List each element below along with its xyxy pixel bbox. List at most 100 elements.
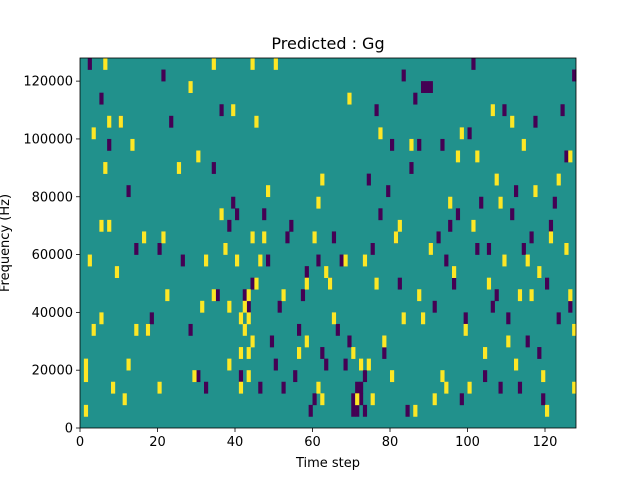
heatmap-cell-low bbox=[343, 358, 348, 371]
heatmap-cell-high bbox=[397, 219, 402, 232]
heatmap-cell-low bbox=[432, 300, 437, 313]
heatmap-cell-high bbox=[568, 150, 573, 163]
heatmap-cell-high bbox=[91, 323, 96, 336]
heatmap-cell-high bbox=[448, 196, 453, 209]
heatmap-cells bbox=[83, 58, 577, 417]
heatmap-cell-low bbox=[382, 347, 387, 359]
heatmap-cell-high bbox=[219, 208, 224, 221]
y-axis: 0 20000 40000 60000 80000 100000 120000 bbox=[23, 75, 80, 437]
heatmap-cell-high bbox=[320, 393, 325, 406]
heatmap-cell-high bbox=[390, 370, 395, 383]
heatmap-cell-high bbox=[192, 370, 197, 383]
plot-frame bbox=[79, 57, 577, 429]
heatmap-cell-low bbox=[304, 266, 309, 278]
heatmap-cell-low bbox=[409, 162, 414, 174]
heatmap-cell-low bbox=[467, 127, 472, 140]
heatmap-cell-high bbox=[432, 393, 437, 406]
x-tick-label: 60 bbox=[304, 435, 321, 450]
heatmap-cell-high bbox=[246, 347, 251, 359]
heatmap-cell-high bbox=[227, 358, 232, 371]
heatmap-cell-high bbox=[490, 104, 495, 117]
heatmap-cell-high bbox=[545, 404, 550, 417]
heatmap-cell-low bbox=[459, 393, 464, 406]
heatmap-cell-high bbox=[417, 289, 422, 302]
heatmap-cell-high bbox=[238, 312, 244, 325]
heatmap-cell-high bbox=[227, 300, 232, 313]
heatmap-cell-low bbox=[541, 393, 546, 406]
heatmap-cell-low bbox=[378, 208, 383, 221]
heatmap-cell-low bbox=[506, 312, 511, 325]
heatmap-cell-high bbox=[440, 370, 445, 383]
heatmap-cell-low bbox=[436, 231, 441, 244]
heatmap-cell-high bbox=[459, 127, 464, 140]
heatmap-cell-low bbox=[335, 323, 340, 336]
heatmap-cell-low bbox=[204, 381, 209, 394]
heatmap-cell-low bbox=[188, 323, 193, 336]
heatmap-cell-high bbox=[83, 404, 89, 417]
heatmap-cell-low bbox=[246, 300, 251, 313]
heatmap-cell-low bbox=[483, 370, 488, 383]
heatmap-cell-low bbox=[533, 115, 538, 128]
heatmap-cell-low bbox=[444, 254, 449, 267]
heatmap-cell-low bbox=[134, 243, 139, 255]
heatmap-cell-low bbox=[572, 69, 577, 82]
heatmap-cell-high bbox=[266, 185, 271, 198]
heatmap-cell-high bbox=[572, 323, 577, 336]
heatmap-cell-high bbox=[378, 127, 383, 140]
chart-title: Predicted : Gg bbox=[271, 34, 384, 53]
heatmap-cell-low bbox=[235, 208, 240, 221]
heatmap-cell-low bbox=[440, 138, 445, 151]
heatmap-cell-low bbox=[281, 381, 286, 394]
heatmap-cell-low bbox=[397, 277, 402, 290]
heatmap-cell-high bbox=[413, 404, 418, 417]
x-axis-label: Time step bbox=[295, 456, 360, 471]
heatmap-cell-low bbox=[331, 231, 337, 244]
heatmap-cell-low bbox=[219, 104, 224, 117]
heatmap-cell-low bbox=[455, 208, 461, 221]
heatmap-cell-high bbox=[99, 219, 104, 232]
heatmap-cell-high bbox=[231, 104, 236, 117]
heatmap-cell-high bbox=[122, 393, 127, 406]
heatmap-cell-high bbox=[103, 58, 108, 70]
heatmap-cell-low bbox=[269, 335, 275, 348]
heatmap-cell-high bbox=[246, 312, 251, 325]
heatmap-cell-high bbox=[250, 58, 255, 70]
heatmap-cell-high bbox=[521, 138, 526, 151]
heatmap-cell-high bbox=[401, 312, 406, 325]
heatmap-cell-high bbox=[510, 115, 515, 128]
heatmap-cell-high bbox=[83, 370, 89, 383]
heatmap-cell-low bbox=[266, 254, 271, 267]
heatmap-cell-high bbox=[254, 277, 259, 290]
heatmap-cell-high bbox=[142, 231, 147, 244]
heatmap-cell-high bbox=[107, 115, 112, 128]
heatmap-cell-high bbox=[254, 115, 259, 128]
heatmap-cell-high bbox=[316, 381, 321, 394]
heatmap-cell-low bbox=[514, 185, 519, 198]
x-tick-label: 120 bbox=[533, 435, 558, 450]
heatmap-cell-low bbox=[359, 393, 364, 406]
heatmap-cell-high bbox=[355, 393, 360, 406]
heatmap-cell-low bbox=[107, 138, 112, 151]
heatmap-cell-low bbox=[339, 254, 344, 267]
heatmap-cell-low bbox=[285, 231, 290, 244]
heatmap-cell-high bbox=[99, 312, 104, 325]
heatmap-cell-low bbox=[560, 104, 565, 117]
y-tick-label: 80000 bbox=[32, 190, 73, 205]
heatmap-cell-high bbox=[111, 381, 116, 394]
heatmap-cell-high bbox=[238, 347, 244, 359]
heatmap-background bbox=[80, 58, 576, 428]
heatmap-cell-high bbox=[246, 370, 251, 383]
heatmap-cell-high bbox=[548, 231, 554, 244]
heatmap-cell-high bbox=[343, 254, 348, 267]
heatmap-cell-high bbox=[281, 289, 286, 302]
heatmap-cell-low bbox=[413, 92, 418, 105]
heatmap-cell-low bbox=[289, 219, 294, 232]
x-tick-label: 100 bbox=[455, 435, 480, 450]
heatmap-cell-low bbox=[355, 381, 360, 394]
heatmap-cell-high bbox=[382, 335, 387, 348]
heatmap-cell-high bbox=[157, 381, 162, 394]
heatmap-cell-high bbox=[134, 323, 139, 336]
heatmap-cell-low bbox=[196, 370, 201, 383]
heatmap-cell-high bbox=[452, 266, 457, 278]
heatmap-cell-low bbox=[231, 196, 236, 209]
